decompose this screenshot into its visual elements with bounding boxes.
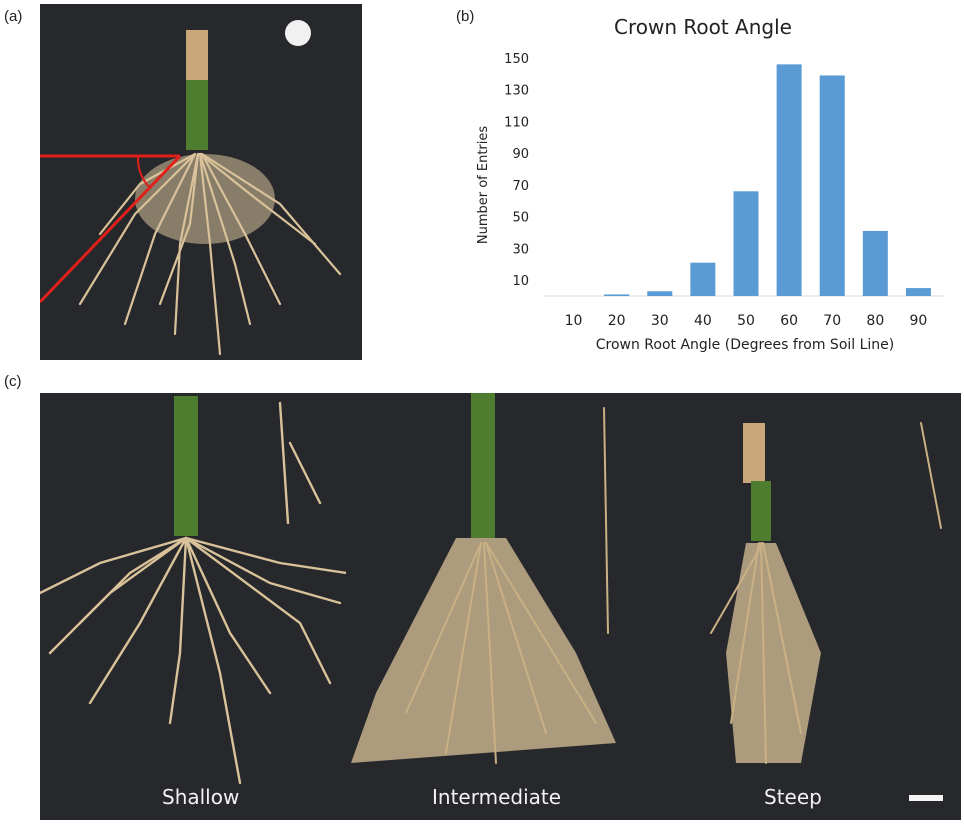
root-angle-illustration	[40, 20, 342, 356]
x-tick-label: 70	[823, 313, 841, 329]
x-tick-label: 60	[780, 313, 798, 329]
stem	[186, 30, 208, 82]
panel-label-b: (b)	[456, 8, 475, 25]
x-tick-label: 30	[651, 313, 669, 329]
y-tick-label: 10	[512, 274, 529, 289]
shallow-root-illustration	[40, 396, 346, 785]
bar-30	[647, 291, 673, 296]
panel-label-c: (c)	[4, 373, 22, 390]
chart-title: Crown Root Angle	[614, 15, 792, 39]
y-tick-label: 110	[504, 115, 529, 130]
x-tick-label: 50	[737, 313, 755, 329]
bar-80	[862, 230, 888, 296]
y-tick-label: 90	[512, 147, 529, 162]
caption-shallow: Shallow	[162, 785, 240, 809]
y-tick-label: 50	[512, 211, 529, 226]
intermediate-root-illustration	[351, 393, 616, 764]
caption-intermediate: Intermediate	[432, 785, 562, 809]
bar-90	[905, 288, 931, 296]
bar-60	[776, 64, 802, 296]
y-tick-label: 130	[504, 84, 529, 99]
bar-70	[819, 75, 845, 296]
bar-50	[733, 191, 759, 296]
y-tick-label: 70	[512, 179, 529, 194]
y-tick-label: 30	[512, 242, 529, 257]
steep-root-illustration	[710, 422, 942, 764]
x-tick-label: 40	[694, 313, 712, 329]
angle-arc	[136, 155, 151, 189]
caption-steep: Steep	[764, 785, 822, 809]
white-marker-dot	[285, 20, 311, 46]
root-angle-line	[40, 154, 182, 304]
histogram-chart: Crown Root Angle Number of Entries Crown…	[476, 15, 945, 353]
root-angle-photo	[40, 4, 362, 360]
bar-20	[604, 294, 630, 296]
scale-bar	[909, 795, 943, 801]
y-tick-label: 150	[504, 52, 529, 67]
x-axis-label: Crown Root Angle (Degrees from Soil Line…	[596, 337, 895, 353]
steep-root-photo: Steep	[651, 393, 961, 820]
intermediate-root-photo: Intermediate	[346, 393, 651, 820]
shallow-root-photo: Shallow	[40, 393, 346, 820]
x-tick-label: 80	[866, 313, 884, 329]
bar-40	[690, 262, 716, 296]
x-tick-label: 90	[910, 313, 928, 329]
y-axis-label: Number of Entries	[476, 126, 491, 245]
x-tick-label: 10	[565, 313, 583, 329]
x-tick-label: 20	[608, 313, 626, 329]
panel-label-a: (a)	[4, 8, 23, 25]
